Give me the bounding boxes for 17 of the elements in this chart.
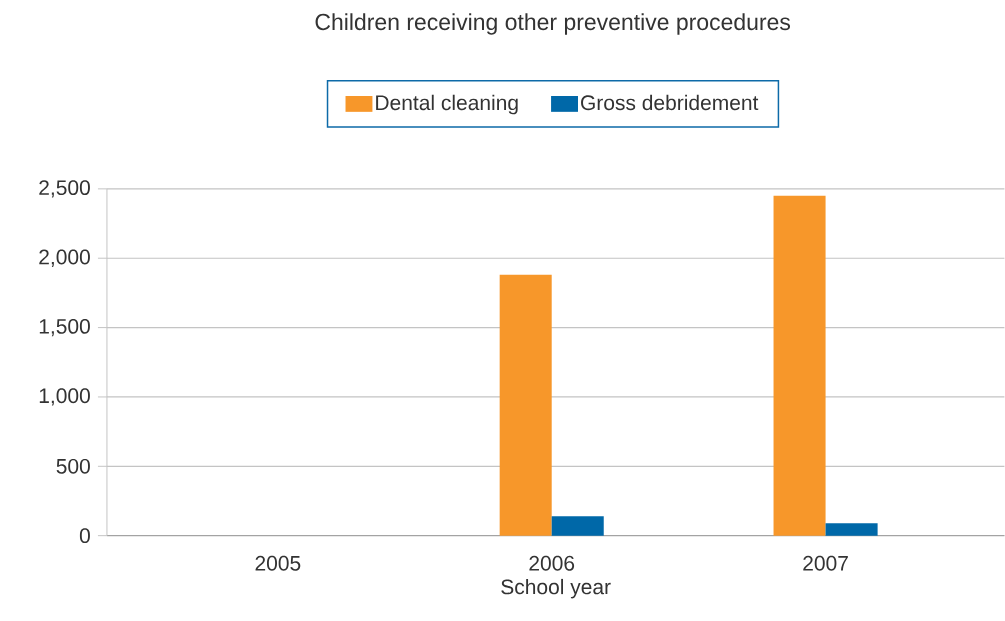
y-tick-label: 2,500 [39, 180, 90, 198]
y-tick-label: 0 [79, 528, 90, 544]
bar [825, 523, 878, 536]
x-tick-label: 2007 [803, 556, 848, 571]
x-tick-label: 2006 [529, 556, 575, 571]
y-tick-label: 500 [56, 459, 90, 474]
legend-label: Gross debridement [581, 94, 759, 111]
x-axis-title: School year [501, 579, 611, 599]
bar [499, 275, 552, 536]
y-tick-label: 2,000 [39, 249, 90, 268]
bar [773, 195, 826, 536]
bar [551, 516, 604, 536]
x-tick-label: 2005 [255, 556, 301, 571]
y-tick-label: 1,000 [39, 388, 90, 406]
y-tick-label: 1,500 [39, 319, 90, 337]
chart-title: Children receiving other preventive procedures [315, 13, 791, 35]
legend-label: Dental cleaning [376, 94, 518, 115]
